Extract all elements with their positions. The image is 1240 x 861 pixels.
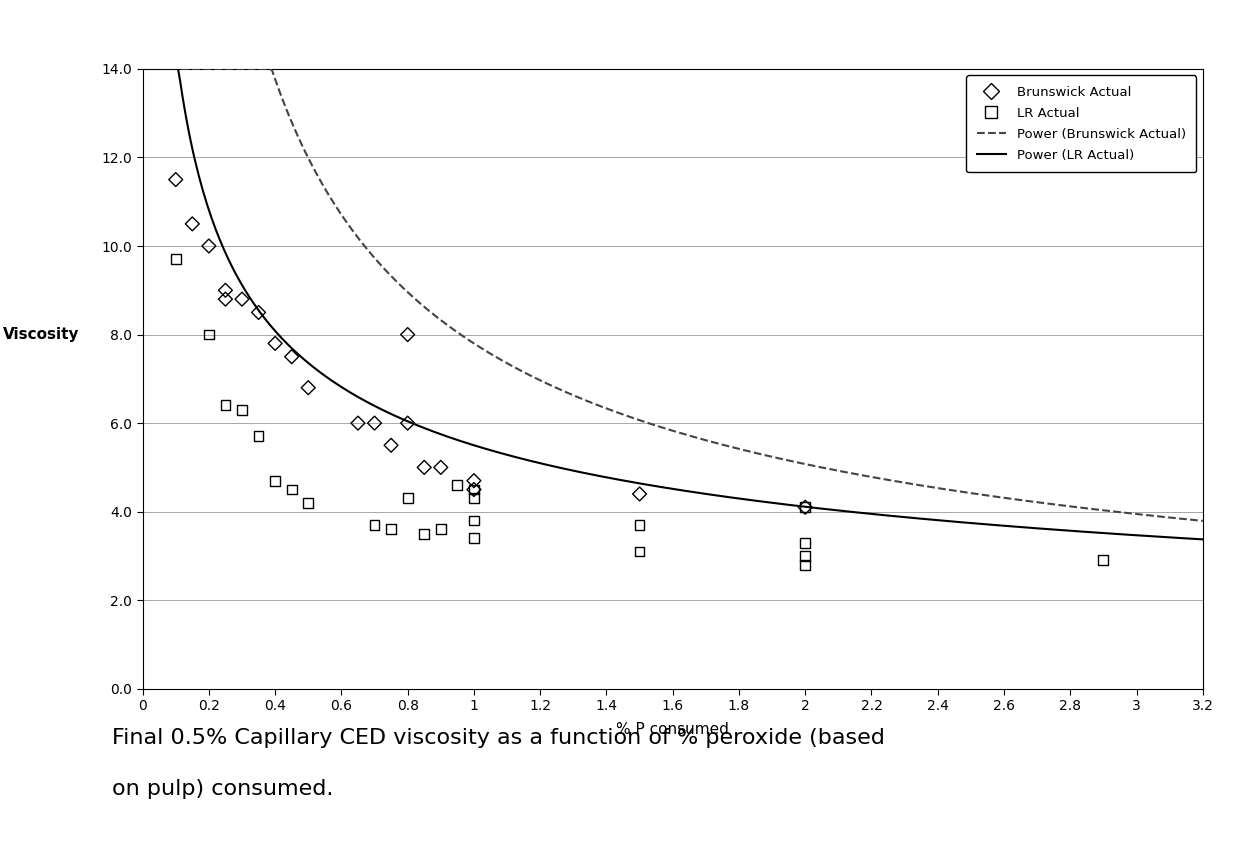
X-axis label: % P consumed: % P consumed (616, 722, 729, 736)
Point (430, 461, 450, 474)
Point (232, 292, 252, 306)
Point (198, 239, 218, 253)
Point (365, 518, 384, 532)
Point (464, 483, 484, 497)
Point (795, 500, 815, 514)
Point (795, 549, 815, 563)
Point (630, 545, 650, 559)
Point (299, 496, 319, 510)
Point (398, 416, 418, 430)
Point (265, 337, 285, 350)
Point (216, 292, 236, 306)
Point (265, 474, 285, 487)
Point (381, 438, 401, 452)
Point (430, 523, 450, 536)
Point (630, 487, 650, 501)
Point (1094, 554, 1114, 567)
Point (464, 514, 484, 528)
Point (249, 430, 269, 443)
Point (166, 173, 186, 187)
Point (249, 306, 269, 319)
Point (398, 492, 418, 505)
Point (365, 416, 384, 430)
Point (464, 492, 484, 505)
Point (464, 483, 484, 497)
Point (198, 328, 218, 342)
Point (166, 252, 186, 266)
Text: on pulp) consumed.: on pulp) consumed. (112, 779, 334, 799)
Point (464, 474, 484, 487)
Point (281, 483, 301, 497)
Point (232, 403, 252, 417)
Point (216, 283, 236, 297)
Point (464, 531, 484, 545)
Point (281, 350, 301, 363)
Point (381, 523, 401, 536)
Point (216, 399, 236, 412)
Point (348, 416, 368, 430)
Point (795, 536, 815, 549)
Point (182, 217, 202, 231)
Point (414, 527, 434, 541)
Point (630, 518, 650, 532)
Text: Viscosity: Viscosity (2, 327, 79, 342)
Point (299, 381, 319, 394)
Point (795, 500, 815, 514)
Point (414, 461, 434, 474)
Point (448, 478, 467, 492)
Text: Final 0.5% Capillary CED viscosity as a function of % peroxide (based: Final 0.5% Capillary CED viscosity as a … (112, 728, 884, 747)
Point (795, 558, 815, 572)
Legend: Brunswick Actual, LR Actual, Power (Brunswick Actual), Power (LR Actual): Brunswick Actual, LR Actual, Power (Brun… (966, 76, 1197, 172)
Point (398, 328, 418, 342)
